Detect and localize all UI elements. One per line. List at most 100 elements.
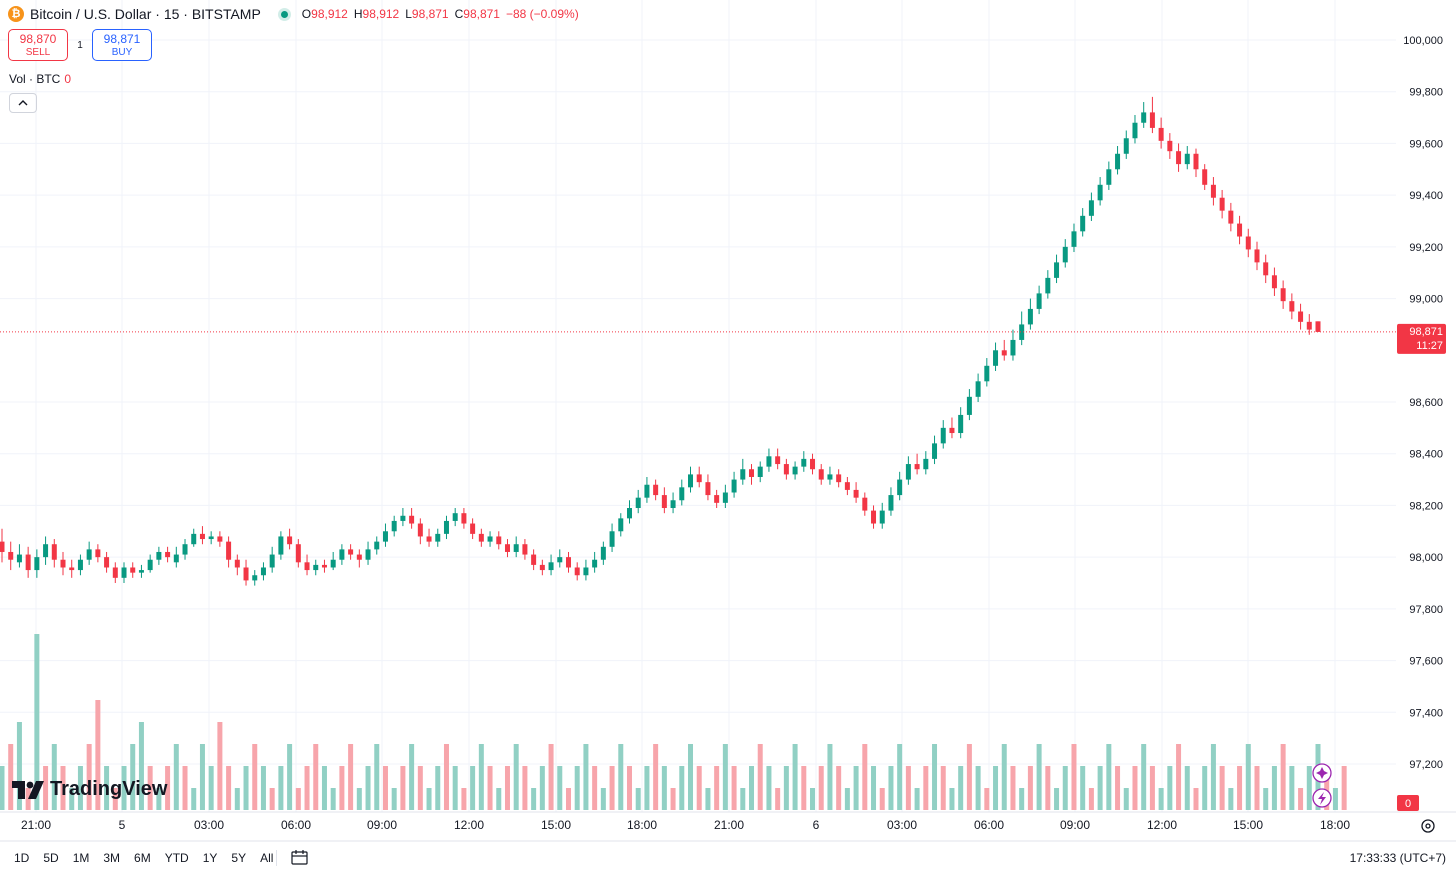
candle-body[interactable] xyxy=(435,533,441,542)
candle-body[interactable] xyxy=(1062,246,1068,263)
candle-body[interactable] xyxy=(1010,339,1016,356)
candle-body[interactable] xyxy=(1045,277,1051,294)
candle-body[interactable] xyxy=(234,559,240,568)
candle-body[interactable] xyxy=(923,458,929,470)
candle-body[interactable] xyxy=(984,365,990,382)
candle-body[interactable] xyxy=(278,536,284,555)
candle-body[interactable] xyxy=(191,533,197,545)
candle-body[interactable] xyxy=(932,443,938,459)
candle-body[interactable] xyxy=(86,549,92,560)
candle-body[interactable] xyxy=(1071,231,1077,247)
candle-body[interactable] xyxy=(574,567,580,576)
x-tick-label[interactable]: 12:00 xyxy=(454,818,484,832)
x-tick-label[interactable]: 15:00 xyxy=(1233,818,1263,832)
candle-body[interactable] xyxy=(844,482,850,490)
range-all[interactable]: All xyxy=(260,851,274,865)
candle-body[interactable] xyxy=(618,518,624,532)
candle-body[interactable] xyxy=(1132,122,1138,139)
candle-body[interactable] xyxy=(818,469,824,480)
candle-body[interactable] xyxy=(688,474,694,488)
candle-body[interactable] xyxy=(810,458,816,470)
candle-body[interactable] xyxy=(1167,140,1173,152)
candle-body[interactable] xyxy=(461,513,467,524)
candle-body[interactable] xyxy=(522,544,528,555)
candle-body[interactable] xyxy=(69,567,75,571)
candle-body[interactable] xyxy=(77,559,83,571)
candle-body[interactable] xyxy=(51,544,57,560)
candle-body[interactable] xyxy=(1202,169,1208,185)
candle-body[interactable] xyxy=(1193,153,1199,170)
candle-body[interactable] xyxy=(583,567,589,576)
x-tick-label[interactable]: 6 xyxy=(813,818,820,832)
candle-body[interactable] xyxy=(879,510,885,524)
candle-body[interactable] xyxy=(365,549,371,560)
candle-body[interactable] xyxy=(539,564,545,571)
range-3m[interactable]: 3M xyxy=(103,851,121,865)
candle-body[interactable] xyxy=(156,551,162,560)
candle-body[interactable] xyxy=(801,458,807,467)
calendar-icon[interactable] xyxy=(290,849,310,865)
x-tick-label[interactable]: 06:00 xyxy=(281,818,311,832)
candle-body[interactable] xyxy=(722,492,728,503)
candle-body[interactable] xyxy=(60,559,66,568)
candle-body[interactable] xyxy=(34,557,40,571)
candle-body[interactable] xyxy=(513,544,519,552)
candle-body[interactable] xyxy=(8,551,14,560)
candle-body[interactable] xyxy=(1228,210,1234,224)
candle-body[interactable] xyxy=(609,531,615,547)
candle-body[interactable] xyxy=(1141,112,1147,123)
price-chart[interactable]: 97,200 97,400 97,600 97,800 98,000 98,200 98,4… xyxy=(0,0,1456,842)
range-5d[interactable]: 5D xyxy=(43,851,59,865)
x-tick-label[interactable]: 06:00 xyxy=(974,818,1004,832)
candle-body[interactable] xyxy=(1263,262,1269,276)
candle-body[interactable] xyxy=(565,557,571,568)
candle-body[interactable] xyxy=(313,564,319,571)
candle-body[interactable] xyxy=(417,523,423,537)
candle-body[interactable] xyxy=(356,554,362,560)
candle-body[interactable] xyxy=(1184,153,1190,165)
candle-body[interactable] xyxy=(783,464,789,475)
candle-body[interactable] xyxy=(914,464,920,470)
candle-body[interactable] xyxy=(940,427,946,444)
candle-body[interactable] xyxy=(504,544,510,552)
x-tick-label[interactable]: 21:00 xyxy=(714,818,744,832)
candle-body[interactable] xyxy=(644,484,650,498)
candle-body[interactable] xyxy=(1289,301,1295,312)
candle-body[interactable] xyxy=(208,536,214,540)
range-1y[interactable]: 1Y xyxy=(202,851,218,865)
candle-body[interactable] xyxy=(1001,350,1007,356)
candle-body[interactable] xyxy=(705,482,711,496)
candle-body[interactable] xyxy=(16,554,22,563)
x-tick-label[interactable]: 15:00 xyxy=(541,818,571,832)
candle-body[interactable] xyxy=(0,541,5,552)
clock-timezone[interactable]: 17:33:33 (UTC+7) xyxy=(1349,851,1446,865)
candle-body[interactable] xyxy=(1298,311,1304,322)
candle-body[interactable] xyxy=(121,567,127,578)
candle-body[interactable] xyxy=(452,513,458,521)
candle-body[interactable] xyxy=(792,466,798,475)
candle-body[interactable] xyxy=(426,536,432,542)
candle-body[interactable] xyxy=(443,520,449,534)
candle-body[interactable] xyxy=(1176,151,1182,165)
candle-body[interactable] xyxy=(836,474,842,483)
candle-body[interactable] xyxy=(661,495,667,509)
range-6m[interactable]: 6M xyxy=(134,851,151,865)
candle-body[interactable] xyxy=(679,487,685,501)
candle-body[interactable] xyxy=(1219,197,1225,211)
candle-body[interactable] xyxy=(871,510,877,524)
candle-body[interactable] xyxy=(1115,153,1121,170)
range-1m[interactable]: 1M xyxy=(72,851,90,865)
sell-button[interactable]: 98,870 SELL xyxy=(8,29,68,61)
candle-body[interactable] xyxy=(975,381,981,397)
symbol-title[interactable]: Bitcoin / U.S. Dollar · 15 · BITSTAMP xyxy=(30,6,261,22)
candle-body[interactable] xyxy=(740,469,746,480)
candle-body[interactable] xyxy=(104,557,110,568)
candle-body[interactable] xyxy=(138,570,144,573)
candle-body[interactable] xyxy=(130,567,136,573)
x-tick-label[interactable]: 21:00 xyxy=(21,818,51,832)
range-ytd[interactable]: YTD xyxy=(164,851,189,865)
candle-body[interactable] xyxy=(470,523,476,534)
candle-body[interactable] xyxy=(1315,321,1321,332)
candle-body[interactable] xyxy=(182,544,188,555)
candle-body[interactable] xyxy=(165,551,171,558)
